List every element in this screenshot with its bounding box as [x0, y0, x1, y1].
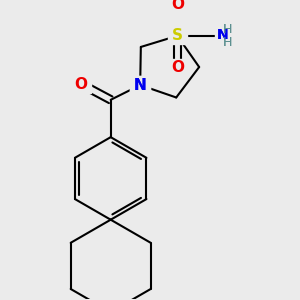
Text: N: N — [217, 28, 228, 42]
Text: N: N — [217, 28, 228, 42]
Bar — [214, 24, 239, 48]
Text: H: H — [223, 23, 232, 36]
Text: S: S — [172, 28, 183, 43]
Text: H: H — [223, 36, 232, 49]
Bar — [168, 27, 187, 44]
Text: O: O — [171, 60, 184, 75]
Text: O: O — [75, 76, 88, 92]
Text: H: H — [223, 23, 232, 36]
Bar — [130, 76, 150, 94]
Bar — [130, 76, 150, 94]
Text: H: H — [223, 36, 232, 49]
Text: O: O — [171, 0, 184, 12]
Bar — [168, 0, 187, 13]
Text: N: N — [134, 78, 146, 93]
Text: N: N — [134, 78, 146, 93]
Bar — [71, 75, 91, 93]
Bar — [168, 58, 187, 76]
